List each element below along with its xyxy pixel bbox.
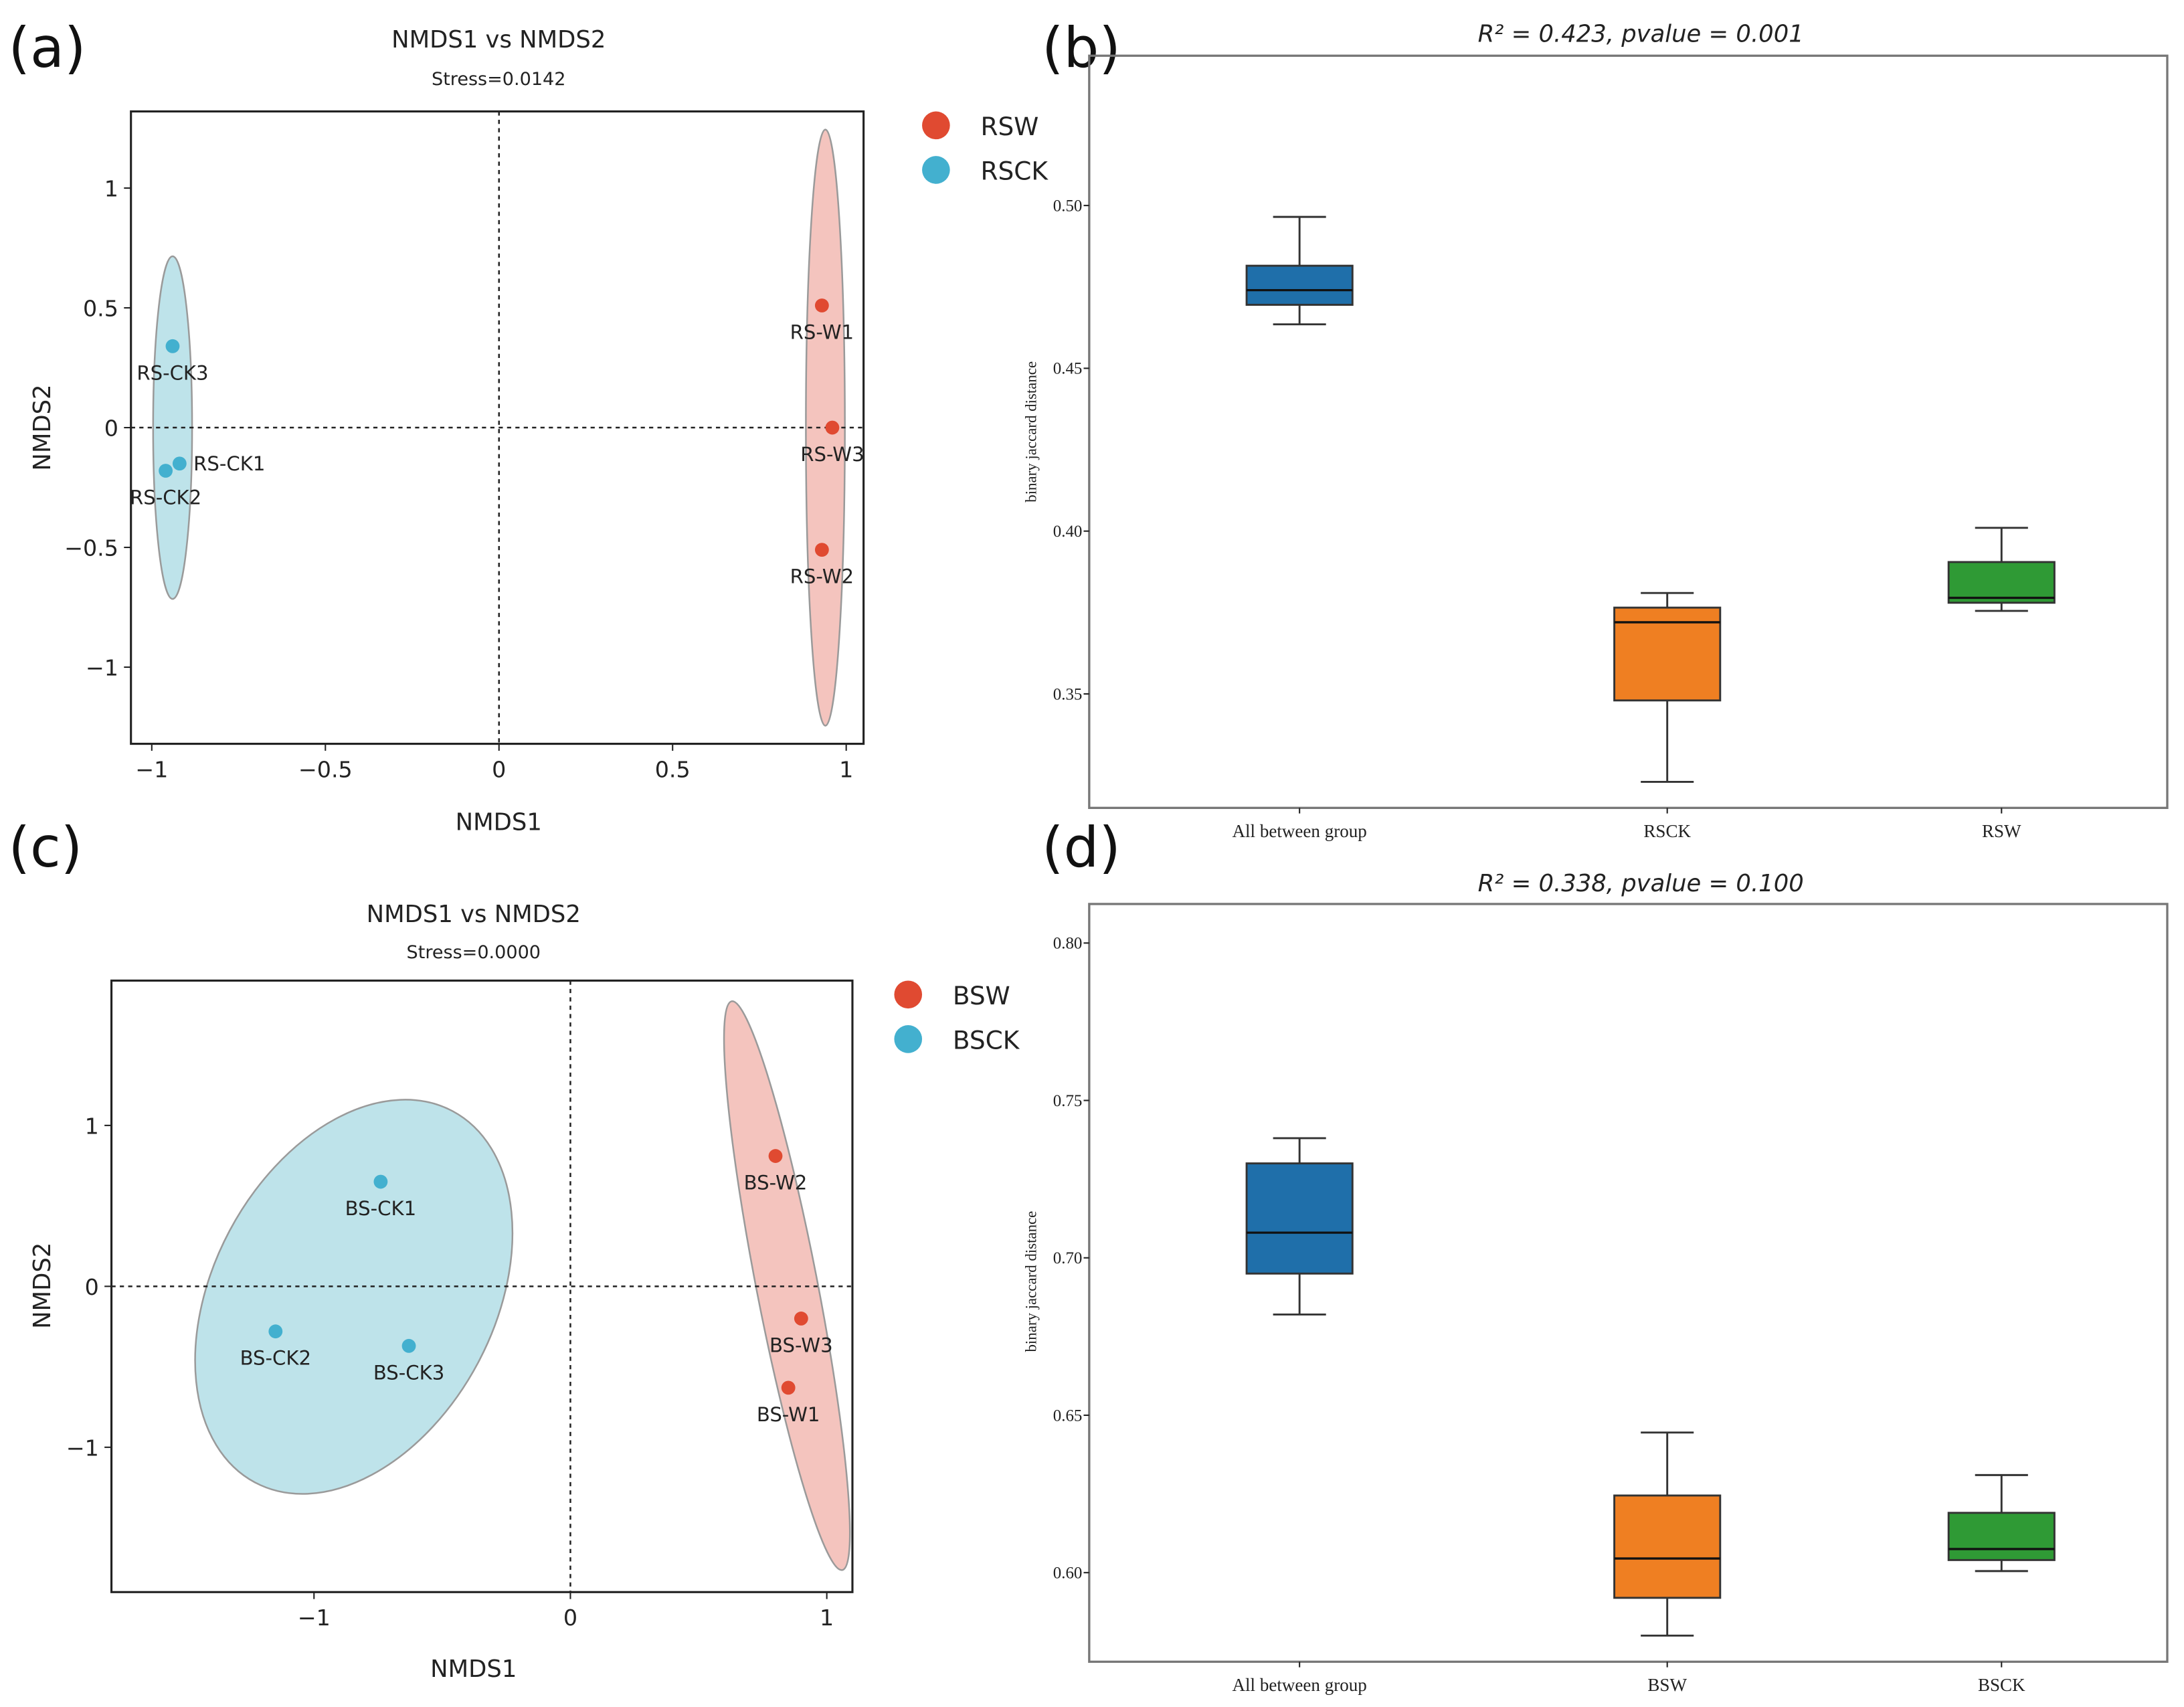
plot-frame [1088, 54, 2169, 809]
point-label: RS-CK3 [136, 361, 208, 384]
confidence-ellipse [194, 1099, 514, 1495]
point-label: BS-W3 [769, 1334, 833, 1356]
y-tick-label: 0.5 [83, 296, 118, 322]
data-point [768, 1149, 783, 1163]
x-tick-label: −0.5 [298, 757, 353, 783]
legend-label: RSCK [980, 157, 1049, 186]
x-tick-label: BSW [1647, 1675, 1687, 1695]
panel-c: (c) NMDS1 vs NMDS2 Stress=0.0000 −1 0 1 −1 0 1 NM… [9, 815, 1020, 1683]
legend-label: BSW [953, 981, 1010, 1010]
data-point [814, 298, 829, 312]
plot-frame [1088, 903, 2169, 1664]
point-label: RS-W3 [800, 443, 864, 466]
data-point [794, 1312, 808, 1326]
panel-a: (a) NMDS1 vs NMDS2 Stress=0.0142 −1 −0.5 0 0.5… [9, 15, 1049, 836]
panel-letter: (a) [9, 15, 86, 80]
y-axis-label: NMDS2 [29, 384, 56, 470]
y-tick-label: 1 [85, 1113, 99, 1139]
x-tick-label: 0.5 [655, 757, 691, 783]
data-point [825, 420, 840, 435]
x-tick-label: BSCK [1978, 1675, 2025, 1695]
box-bsw [1613, 1494, 1722, 1599]
legend-marker [894, 1025, 923, 1053]
y-tick-label: −1 [86, 655, 118, 681]
y-tick-label: 0 [85, 1274, 99, 1300]
data-point [373, 1174, 388, 1189]
chart-title: R² = 0.423, pvalue = 0.001 [1478, 20, 1804, 48]
chart-subtitle: Stress=0.0142 [432, 69, 565, 90]
legend-marker [922, 111, 950, 140]
data-point [165, 339, 180, 353]
box-bsck [1947, 1512, 2056, 1561]
y-axis-label: binary jaccard distance [1023, 361, 1040, 503]
box-all-between-group [1245, 264, 1354, 306]
confidence-ellipse [723, 1000, 851, 1571]
data-point [159, 464, 173, 478]
point-label: RS-W1 [790, 321, 854, 343]
y-tick-label: 0.70 [1053, 1249, 1083, 1267]
point-label: BS-W2 [744, 1172, 808, 1194]
y-tick-label: −1 [66, 1435, 99, 1461]
y-tick-label: 0.45 [1053, 360, 1083, 378]
x-tick-label: 0 [492, 757, 506, 783]
panel-letter: (d) [1042, 815, 1121, 880]
legend-label: RSW [980, 112, 1038, 141]
y-tick-label: 0.35 [1053, 685, 1083, 703]
chart-title: R² = 0.338, pvalue = 0.100 [1478, 870, 1804, 897]
panel-d: (d) R² = 0.338, pvalue = 0.100 0.60 0.65 0.7… [1023, 815, 2169, 1695]
x-tick-label: 1 [820, 1605, 834, 1631]
box-all-between-group [1245, 1162, 1354, 1275]
x-axis-label: NMDS1 [456, 809, 542, 836]
y-axis-label: NMDS2 [29, 1243, 56, 1329]
x-axis-label: NMDS1 [430, 1655, 517, 1683]
legend-label: BSCK [953, 1025, 1020, 1055]
panel-letter: (b) [1042, 15, 1121, 80]
y-axis-label: binary jaccard distance [1023, 1211, 1040, 1352]
box-rsw [1947, 561, 2056, 604]
y-tick-label: 0.75 [1053, 1092, 1083, 1110]
y-tick-label: 0.65 [1053, 1407, 1083, 1425]
point-label: BS-CK1 [345, 1197, 416, 1220]
y-tick-label: 0.60 [1053, 1564, 1083, 1583]
data-point [781, 1380, 796, 1395]
y-tick-label: 0.80 [1053, 935, 1083, 953]
x-tick-label: All between group [1233, 1675, 1367, 1695]
data-point [172, 456, 187, 471]
chart-title: NMDS1 vs NMDS2 [367, 901, 581, 928]
panel-b: (b) R² = 0.423, pvalue = 0.001 0.35 0.40 0.4… [1023, 15, 2169, 841]
point-label: BS-CK3 [373, 1361, 444, 1384]
y-tick-label: 0.40 [1053, 523, 1083, 541]
point-label: RS-CK1 [193, 452, 265, 475]
x-tick-label: RSW [1982, 821, 2021, 841]
y-tick-label: 1 [104, 176, 118, 202]
legend-marker [894, 980, 923, 1009]
y-tick-label: −0.5 [64, 535, 118, 561]
data-point [268, 1324, 283, 1339]
point-label: RS-W2 [790, 565, 854, 588]
y-tick-label: 0.50 [1053, 197, 1083, 215]
data-point [814, 543, 829, 557]
legend-marker [922, 156, 950, 184]
chart-subtitle: Stress=0.0000 [407, 942, 541, 963]
x-tick-label: −1 [135, 757, 168, 783]
x-tick-label: All between group [1233, 821, 1367, 841]
x-tick-label: −1 [298, 1605, 331, 1631]
y-tick-label: 0 [104, 416, 118, 442]
x-tick-label: 1 [839, 757, 853, 783]
point-label: RS-CK2 [130, 486, 201, 509]
x-tick-label: 0 [563, 1605, 577, 1631]
point-label: BS-W1 [757, 1403, 820, 1426]
x-tick-label: RSCK [1643, 821, 1691, 841]
data-point [401, 1338, 416, 1353]
panel-letter: (c) [9, 815, 83, 880]
chart-title: NMDS1 vs NMDS2 [391, 26, 606, 54]
point-label: BS-CK2 [240, 1347, 311, 1370]
